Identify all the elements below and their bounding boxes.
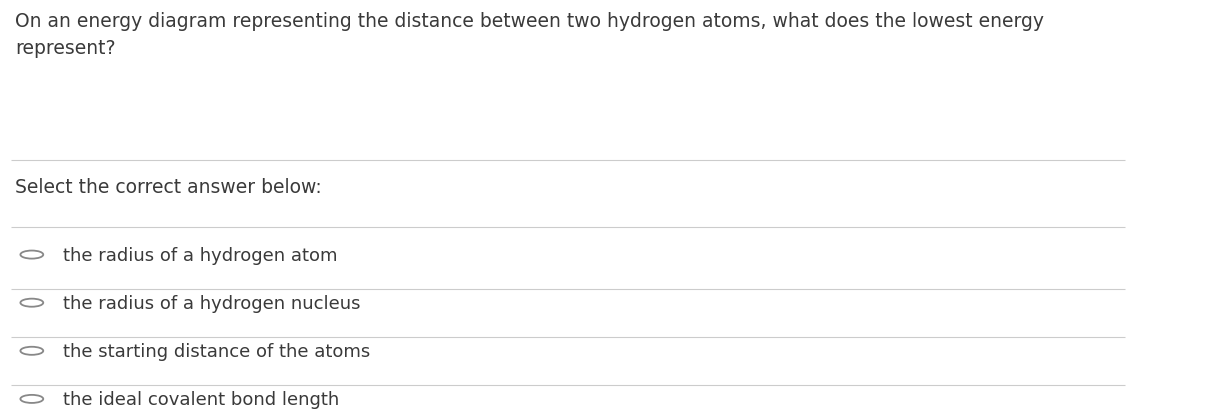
Text: Select the correct answer below:: Select the correct answer below: [15, 178, 321, 197]
Text: the radius of a hydrogen nucleus: the radius of a hydrogen nucleus [63, 295, 360, 313]
Text: the ideal covalent bond length: the ideal covalent bond length [63, 391, 339, 409]
Text: the radius of a hydrogen atom: the radius of a hydrogen atom [63, 247, 337, 265]
Text: On an energy diagram representing the distance between two hydrogen atoms, what : On an energy diagram representing the di… [15, 12, 1044, 58]
Text: the starting distance of the atoms: the starting distance of the atoms [63, 343, 369, 361]
